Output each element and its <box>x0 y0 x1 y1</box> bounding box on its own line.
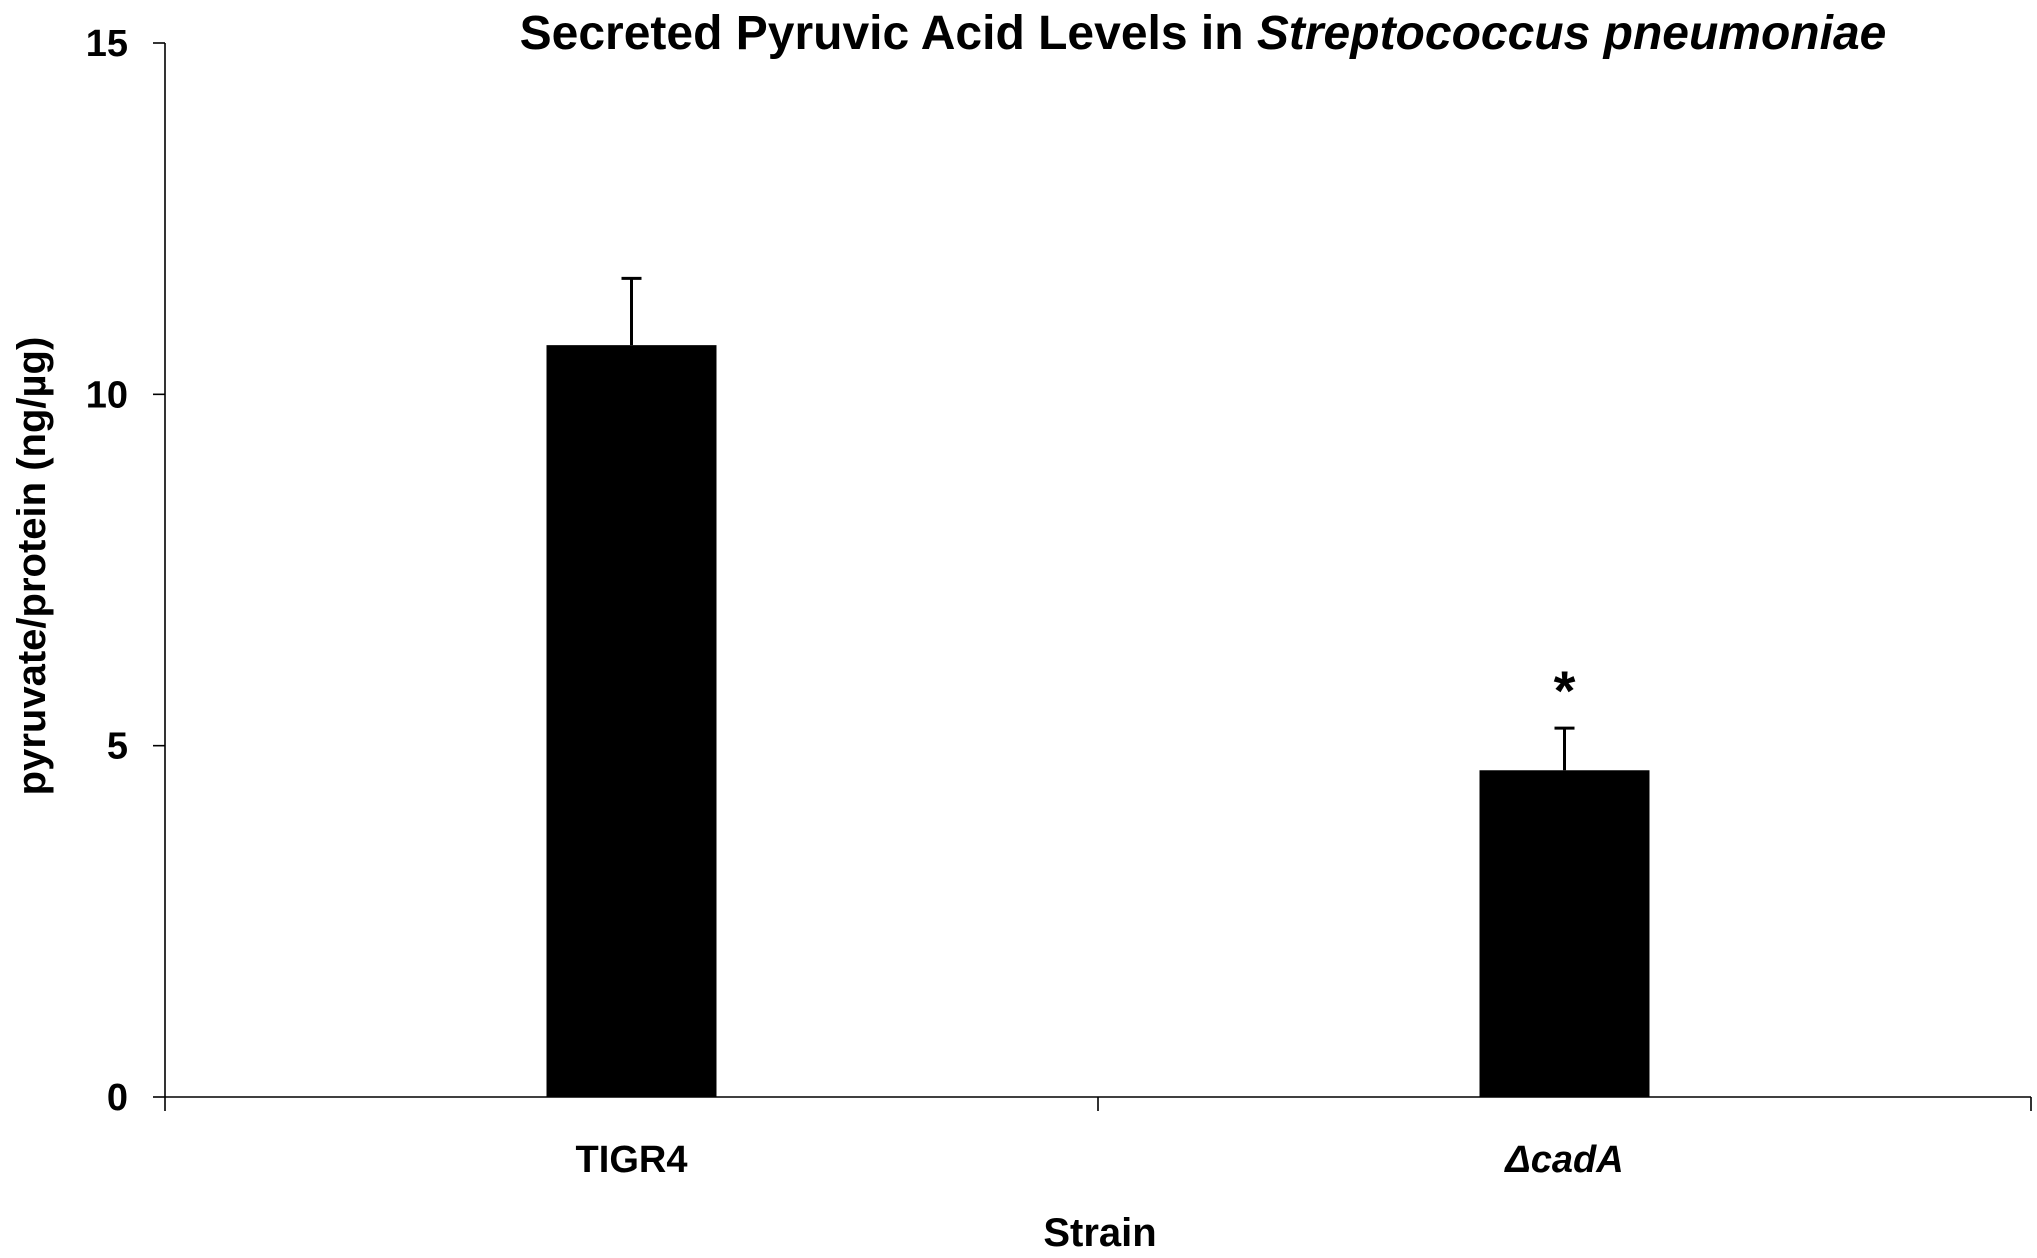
y-tick-label: 5 <box>107 726 128 768</box>
y-tick-label: 15 <box>86 23 128 65</box>
axes: 0 5 10 15 <box>86 23 2032 1119</box>
bars: TIGR4 ΔcadA * <box>546 276 1650 1181</box>
y-tick-label: 10 <box>86 374 128 416</box>
x-axis-title: Strain <box>1043 1211 1156 1253</box>
significance-asterisk: * <box>1554 659 1576 722</box>
y-tick-label: 0 <box>107 1077 128 1119</box>
x-category-label: TIGR4 <box>576 1139 688 1181</box>
y-axis-title: pyruvate/protein (ng/µg) <box>10 337 54 796</box>
bar-1 <box>546 345 717 1097</box>
chart-title-italic: Streptococcus pneumoniae <box>1257 7 1886 60</box>
chart-title: Secreted Pyruvic Acid Levels in Streptoc… <box>520 7 1887 60</box>
x-category-label: ΔcadA <box>1503 1139 1623 1181</box>
chart-title-prefix: Secreted Pyruvic Acid Levels in <box>520 7 1257 60</box>
bar-2 <box>1479 770 1650 1097</box>
